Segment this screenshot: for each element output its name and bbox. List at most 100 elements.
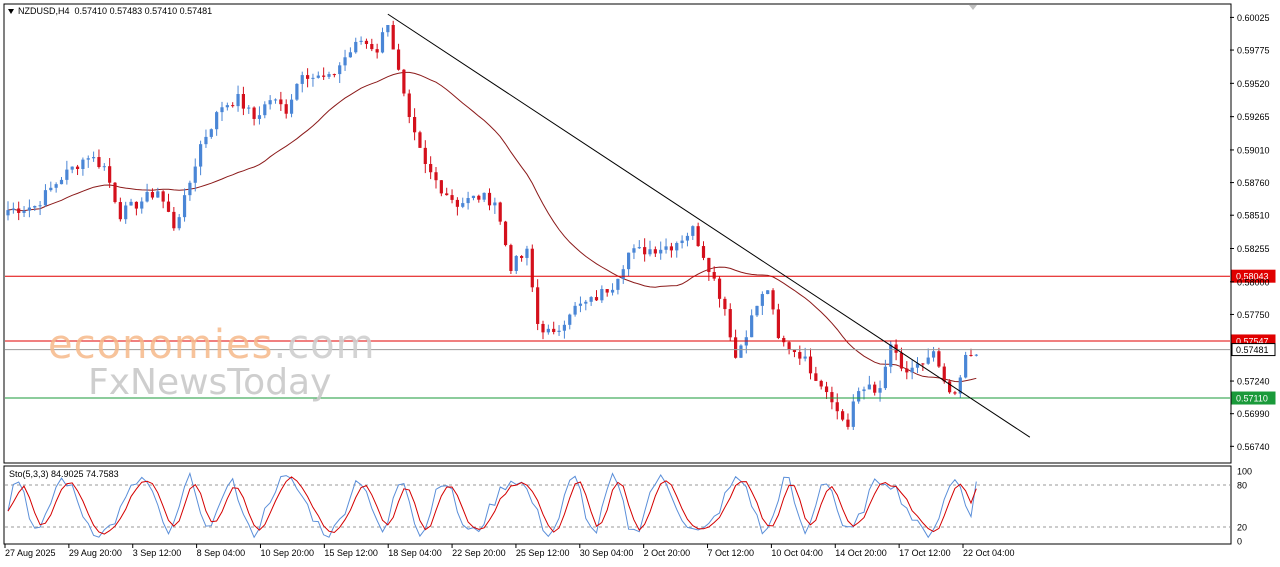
candle-body <box>11 208 15 211</box>
candle-body <box>17 208 21 213</box>
candle-body <box>509 245 513 271</box>
candle-body <box>108 166 112 183</box>
candle-body <box>327 74 331 77</box>
x-tick-label: 25 Sep 12:00 <box>516 548 570 558</box>
candle-body <box>311 77 315 79</box>
candle-body <box>520 256 524 258</box>
candle-body <box>124 205 128 220</box>
y-tick-label: 0.56740 <box>1237 442 1270 452</box>
stoch-signal-line <box>7 476 977 535</box>
candle-body <box>605 289 609 293</box>
candle-body <box>905 368 909 373</box>
candle-body <box>279 99 283 105</box>
candle-body <box>209 129 213 137</box>
candle-body <box>546 328 550 333</box>
candle-body <box>204 136 208 145</box>
candle-body <box>396 49 401 70</box>
y-tick-label: 0.59520 <box>1237 79 1270 89</box>
candle-body <box>782 338 786 343</box>
candle-body <box>166 201 171 212</box>
candle-body <box>857 391 861 402</box>
candle-body <box>931 351 936 358</box>
candle-body <box>915 363 920 368</box>
candle-body <box>75 166 80 170</box>
candle-body <box>241 94 245 109</box>
y-tick-label: 0.57240 <box>1237 377 1270 387</box>
candle-body <box>338 65 342 75</box>
candle-body <box>942 366 946 382</box>
candle-body <box>156 191 160 198</box>
candle-body <box>343 57 347 66</box>
y-tick-label: 0.60025 <box>1237 13 1270 23</box>
y-tick-label: 0.59010 <box>1237 145 1270 155</box>
candle-body <box>461 203 465 207</box>
candle-body <box>263 104 267 116</box>
candle-body <box>81 159 85 170</box>
x-tick-label: 30 Sep 04:00 <box>580 548 634 558</box>
candle-body <box>717 278 722 299</box>
y-tick-label: 0.58000 <box>1237 277 1270 287</box>
candle-body <box>824 386 829 393</box>
candle-body <box>220 107 224 113</box>
candle-body <box>846 419 850 427</box>
candle-body <box>750 315 754 338</box>
x-tick-label: 8 Sep 04:00 <box>197 548 246 558</box>
candle-body <box>787 342 791 350</box>
chart-header: NZDUSD,H4 0.57410 0.57483 0.57410 0.5748… <box>8 6 212 16</box>
candle-body <box>27 207 31 211</box>
candle-body <box>487 192 492 206</box>
level-tag-0.58043 <box>1231 269 1276 283</box>
level-label-0.57110: 0.57110 <box>1236 394 1268 404</box>
candle-body <box>332 74 336 76</box>
candle-body <box>6 210 10 216</box>
candle-body <box>97 157 101 168</box>
candle-body <box>691 226 695 236</box>
candle-body <box>113 182 117 203</box>
candle-body <box>755 305 759 316</box>
trend-line[interactable] <box>387 13 1031 438</box>
candle-body <box>161 191 165 202</box>
candle-body <box>86 158 90 160</box>
candle-body <box>958 377 962 394</box>
candle-body <box>354 41 358 53</box>
candle-body <box>231 105 235 107</box>
candle-body <box>129 201 133 206</box>
candle-body <box>712 272 716 279</box>
level-tag-0.57110 <box>1231 391 1276 405</box>
y-tick-label: 0.58760 <box>1237 178 1270 188</box>
candle-body <box>808 356 813 374</box>
candle-body <box>370 44 374 50</box>
x-tick-label: 10 Sep 20:00 <box>260 548 314 558</box>
x-tick-label: 7 Oct 12:00 <box>708 548 755 558</box>
x-tick-label: 22 Sep 20:00 <box>452 548 506 558</box>
stochastic-header: Sto(5,3,3) 84.9025 74.7583 <box>9 469 119 479</box>
candle-body <box>439 180 443 194</box>
candle-body <box>43 190 48 206</box>
candle-body <box>295 83 299 100</box>
stoch-main-line <box>7 471 977 539</box>
candle-body <box>562 324 566 331</box>
candle-body <box>289 99 294 114</box>
candle-body <box>701 246 706 258</box>
dropdown-triangle-icon[interactable] <box>8 9 14 15</box>
candle-body <box>584 301 588 304</box>
candle-body <box>948 381 952 393</box>
candle-body <box>814 373 818 381</box>
candle-body <box>145 192 149 202</box>
candle-body <box>150 192 155 198</box>
scroll-marker-icon[interactable] <box>969 5 977 10</box>
x-tick-label: 17 Oct 12:00 <box>899 548 951 558</box>
candle-body <box>573 305 577 315</box>
candle-body <box>883 366 887 389</box>
level-tag-0.57481 <box>1231 343 1276 357</box>
candle-body <box>637 247 641 249</box>
candle-body <box>675 243 679 251</box>
candle-body <box>696 226 700 247</box>
candle-body <box>669 246 673 251</box>
x-tick-label: 27 Aug 2025 <box>5 548 56 558</box>
candle-body <box>680 240 684 244</box>
candle-body <box>225 105 229 108</box>
candle-body <box>937 351 941 367</box>
